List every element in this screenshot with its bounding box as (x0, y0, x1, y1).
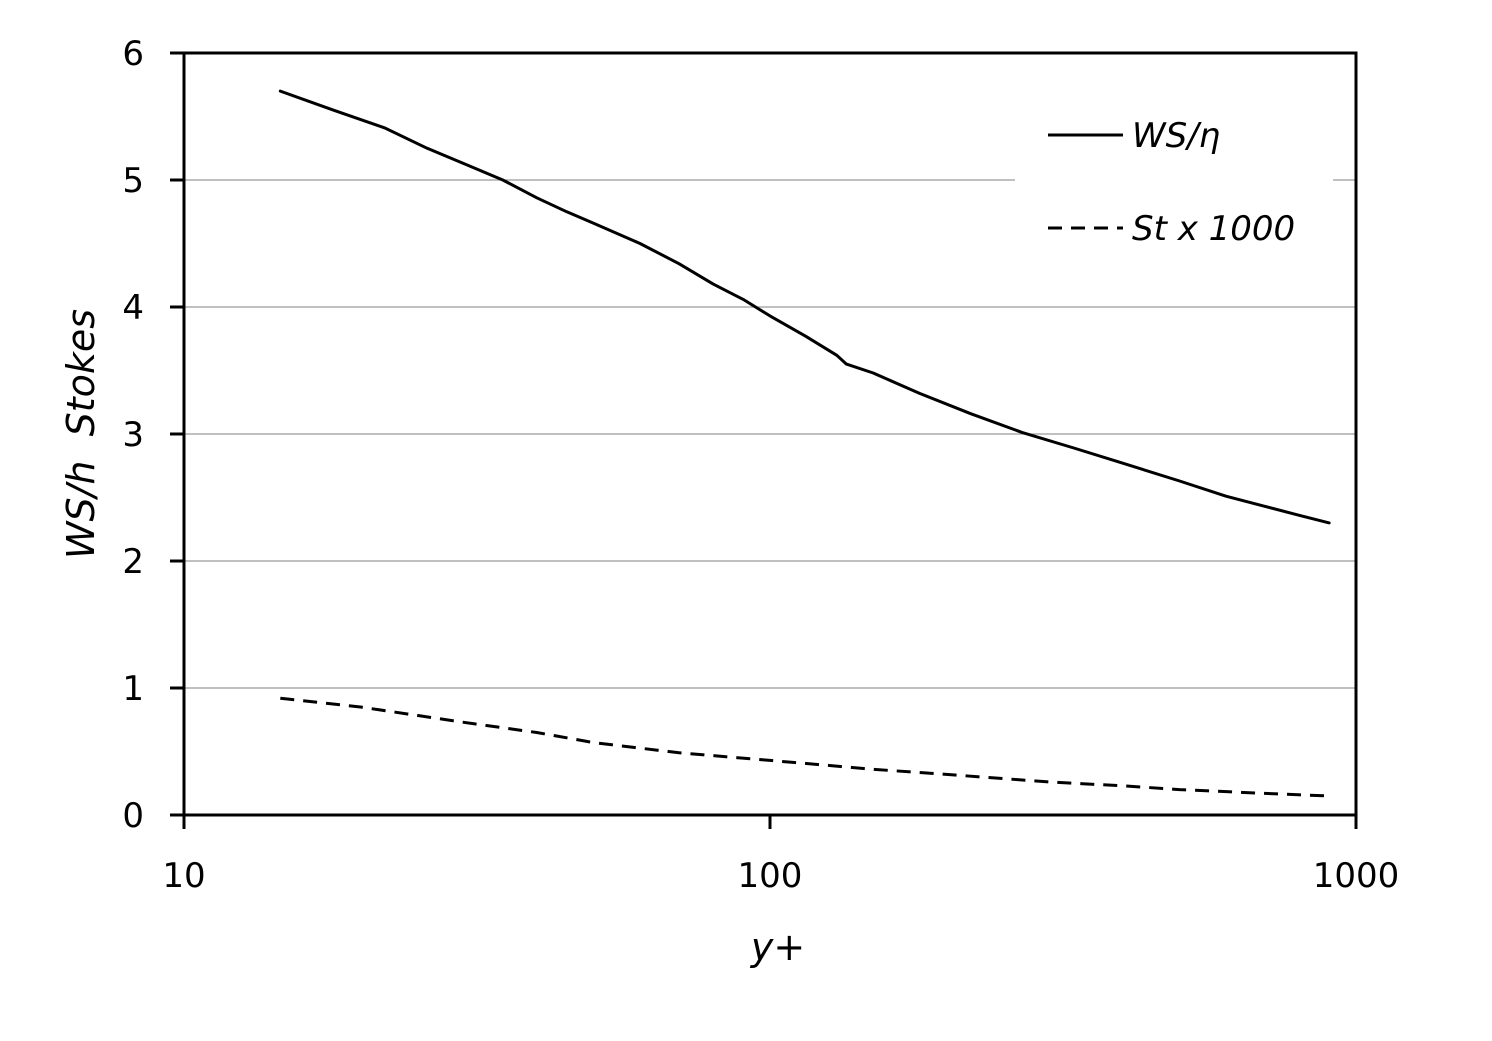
y-axis-title: WS/h Stokes (59, 309, 103, 559)
series-line-1 (280, 696, 1330, 798)
legend-label-ws-eta: WS/η (1132, 116, 1220, 156)
x-tick-label: 1000 (1313, 856, 1400, 896)
y-tick-label: 3 (122, 415, 144, 455)
legend: WS/η St x 1000 (1048, 116, 1295, 249)
x-tick-label: 100 (738, 856, 803, 896)
legend-label-st: St x 1000 (1132, 209, 1295, 249)
x-tick-label: 10 (162, 856, 205, 896)
grid-lines (184, 179, 1356, 689)
y-tick-label: 6 (122, 34, 144, 74)
y-tick-label: 0 (122, 796, 144, 836)
y-tick-label: 2 (122, 542, 144, 582)
y-tick-label: 4 (122, 288, 144, 328)
y-tick-label: 5 (122, 161, 144, 201)
series-line-0 (278, 89, 1331, 525)
axis-ticks: 0 1 2 3 4 5 6 10 100 1000 (122, 34, 1399, 896)
x-axis-title: y+ (750, 925, 805, 969)
legend-background (1015, 100, 1333, 260)
y-tick-label: 1 (122, 669, 144, 709)
series-layer (278, 89, 1331, 798)
